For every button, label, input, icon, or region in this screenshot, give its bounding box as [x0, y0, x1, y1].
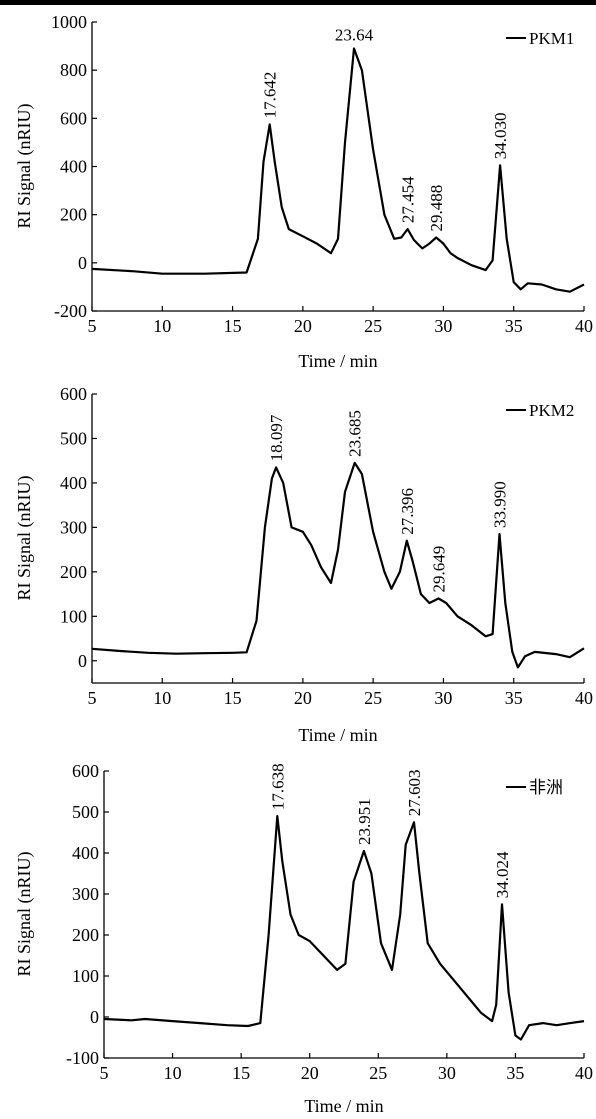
x-tick-label: 25	[369, 1063, 387, 1083]
y-tick-label: -200	[54, 301, 87, 321]
peak-label: 27.603	[405, 770, 424, 817]
y-tick-label: 500	[72, 802, 99, 822]
x-axis-label: Time / min	[304, 1096, 383, 1116]
peak-label: 29.488	[427, 185, 446, 232]
series-line	[91, 47, 585, 293]
x-tick-label: 40	[575, 688, 593, 708]
y-tick-label: 0	[78, 651, 87, 671]
x-tick-label: 25	[364, 688, 382, 708]
legend-label: 非洲	[529, 778, 563, 797]
x-tick-label: 30	[434, 688, 452, 708]
x-tick-label: 15	[232, 1063, 250, 1083]
y-tick-label: 0	[90, 1007, 99, 1027]
x-tick-label: 20	[301, 1063, 319, 1083]
y-tick-label: 100	[72, 966, 99, 986]
y-tick-label: 300	[72, 884, 99, 904]
y-tick-label: 200	[72, 925, 99, 945]
peak-label: 18.097	[267, 414, 286, 461]
x-tick-label: 40	[575, 1063, 593, 1083]
legend-label: PKM2	[529, 401, 574, 420]
legend-label: PKM1	[529, 29, 574, 48]
series-line	[91, 461, 585, 669]
peak-label: 17.638	[268, 763, 287, 810]
peak-label: 27.396	[398, 488, 417, 535]
x-tick-label: 30	[438, 1063, 456, 1083]
peak-label: 33.990	[491, 481, 510, 528]
y-tick-label: 600	[60, 384, 87, 404]
x-tick-label: 20	[294, 316, 312, 336]
x-tick-label: 40	[575, 316, 593, 336]
x-tick-label: 30	[434, 316, 452, 336]
x-tick-label: 15	[224, 316, 242, 336]
y-tick-label: 500	[60, 428, 87, 448]
y-tick-label: 0	[78, 253, 87, 273]
x-tick-label: 5	[100, 1063, 109, 1083]
y-tick-label: 1000	[51, 12, 87, 32]
x-axis-label: Time / min	[298, 351, 377, 371]
x-tick-label: 35	[506, 1063, 524, 1083]
x-tick-label: 10	[153, 688, 171, 708]
x-tick-label: 35	[505, 316, 523, 336]
x-tick-label: 10	[164, 1063, 182, 1083]
y-tick-label: 400	[60, 157, 87, 177]
peak-label: 34.030	[491, 113, 510, 160]
peak-label: 34.024	[493, 851, 512, 898]
y-tick-label: 300	[60, 517, 87, 537]
x-tick-label: 5	[88, 316, 97, 336]
x-tick-label: 25	[364, 316, 382, 336]
x-tick-label: 10	[153, 316, 171, 336]
x-tick-label: 20	[294, 688, 312, 708]
x-tick-label: 15	[224, 688, 242, 708]
series-line	[103, 815, 585, 1041]
y-axis-label: RI Signal (nRIU)	[14, 104, 35, 229]
x-tick-label: 35	[505, 688, 523, 708]
y-axis-label: RI Signal (nRIU)	[14, 476, 35, 601]
y-tick-label: 400	[60, 473, 87, 493]
y-tick-label: 100	[60, 606, 87, 626]
y-tick-label: 200	[60, 205, 87, 225]
y-tick-label: 600	[60, 108, 87, 128]
peak-label: 29.649	[429, 546, 448, 593]
top-rule	[0, 0, 596, 5]
x-tick-label: 5	[88, 688, 97, 708]
peak-label: 23.951	[355, 798, 374, 845]
peak-label: 23.64	[335, 25, 374, 44]
y-tick-label: 800	[60, 60, 87, 80]
y-tick-label: 600	[72, 761, 99, 781]
peak-label: 17.642	[261, 72, 280, 119]
y-tick-label: 400	[72, 843, 99, 863]
y-axis-label: RI Signal (nRIU)	[14, 852, 35, 977]
peak-label: 27.454	[399, 176, 418, 223]
peak-label: 23.685	[346, 410, 365, 457]
y-tick-label: 200	[60, 562, 87, 582]
x-axis-label: Time / min	[298, 725, 377, 745]
y-tick-label: -100	[66, 1048, 99, 1068]
